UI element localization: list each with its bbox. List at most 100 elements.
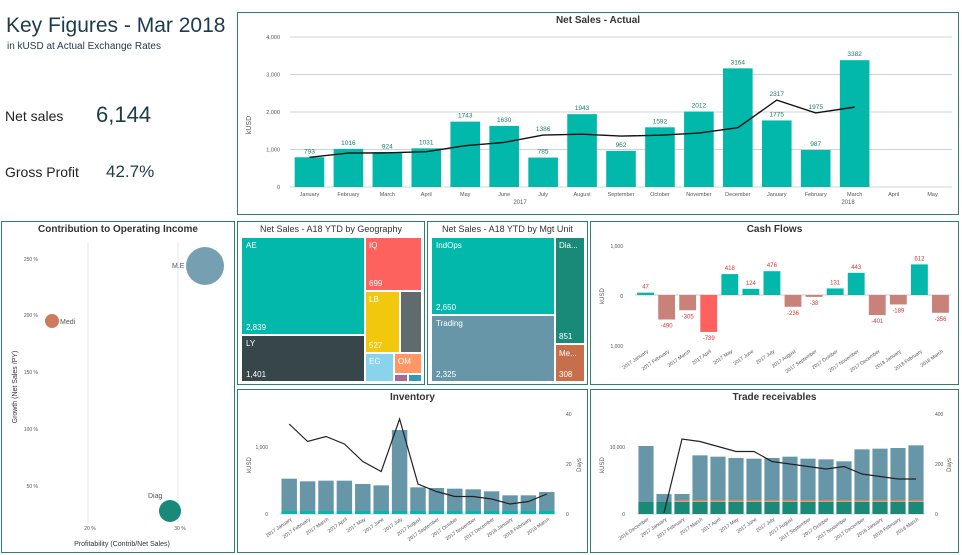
inv-bar-base[interactable]: [373, 511, 389, 514]
geo-eg[interactable]: EG: [365, 353, 394, 382]
tr-bar-segment[interactable]: [674, 500, 690, 503]
ns-bar[interactable]: [761, 120, 792, 187]
inv-bar-base[interactable]: [428, 511, 445, 514]
cf-bar[interactable]: [868, 295, 886, 316]
tr-bar-segment[interactable]: [692, 500, 708, 503]
cf-bar[interactable]: [742, 288, 760, 295]
tr-bar-segment[interactable]: [890, 500, 906, 503]
bubble-diag[interactable]: [159, 500, 181, 522]
inv-bar-base[interactable]: [355, 511, 371, 514]
inv-bar-base[interactable]: [281, 511, 297, 514]
inv-bar[interactable]: [336, 480, 353, 514]
tr-bar[interactable]: [854, 449, 870, 514]
cf-bar[interactable]: [721, 274, 739, 295]
cf-bar[interactable]: [763, 271, 781, 295]
tr-bar[interactable]: [692, 455, 708, 514]
tr-bar-segment[interactable]: [854, 500, 870, 503]
geo-small-2[interactable]: [408, 374, 422, 382]
bubble-me[interactable]: [186, 247, 224, 285]
ns-bar[interactable]: [800, 149, 831, 187]
inventory-tile[interactable]: Inventory kUSD Days 0 1,000 0 20 40 2017…: [237, 389, 588, 553]
cf-bar[interactable]: [847, 272, 865, 295]
inv-bar[interactable]: [502, 495, 518, 514]
tr-bar-segment[interactable]: [818, 500, 834, 503]
inv-bar[interactable]: [373, 485, 389, 514]
geo-iq[interactable]: IQ 699: [365, 237, 422, 291]
bubble-medi[interactable]: [45, 314, 59, 328]
cf-bar[interactable]: [784, 295, 802, 307]
geo-lb[interactable]: LB 527: [365, 291, 400, 353]
kpi-gross-profit-value[interactable]: 42.7%: [106, 162, 155, 181]
inv-bar[interactable]: [299, 481, 316, 514]
tr-bar-base[interactable]: [836, 502, 852, 514]
ns-bar[interactable]: [294, 157, 325, 187]
cf-bar[interactable]: [889, 295, 907, 305]
tr-bar-base[interactable]: [764, 502, 780, 514]
cf-bar[interactable]: [637, 292, 654, 295]
inv-bar[interactable]: [391, 430, 408, 514]
inv-bar-base[interactable]: [483, 511, 500, 514]
tr-bar-base[interactable]: [692, 502, 708, 514]
inv-bar-base[interactable]: [465, 511, 481, 514]
inv-bar-base[interactable]: [391, 511, 408, 514]
inv-bar-base[interactable]: [299, 511, 316, 514]
inv-bar-base[interactable]: [502, 511, 518, 514]
tr-bar[interactable]: [818, 459, 834, 514]
tr-bar[interactable]: [782, 456, 798, 514]
ns-bar[interactable]: [567, 114, 597, 187]
tr-bar-segment[interactable]: [872, 500, 888, 503]
ns-bar[interactable]: [645, 127, 675, 187]
tr-bar-segment[interactable]: [908, 500, 924, 503]
cf-bar[interactable]: [679, 295, 697, 311]
mgt-tile[interactable]: Net Sales - A18 YTD by Mgt Unit IndOps 2…: [427, 221, 588, 385]
ns-bar[interactable]: [606, 150, 636, 187]
tr-bar[interactable]: [638, 446, 654, 514]
inv-bar[interactable]: [281, 478, 297, 514]
inv-bar-base[interactable]: [520, 511, 537, 514]
tr-bar-segment[interactable]: [782, 500, 798, 503]
tr-bar-segment[interactable]: [728, 500, 744, 503]
tr-bar-base[interactable]: [818, 502, 834, 514]
inv-bar[interactable]: [539, 492, 555, 514]
inv-bar-base[interactable]: [447, 511, 463, 514]
inv-bar[interactable]: [465, 489, 481, 514]
cash-flows-tile[interactable]: Cash Flows kUSD 1,000 0 1,000 47 -490 -305…: [590, 221, 959, 385]
cf-bar[interactable]: [658, 295, 676, 320]
cf-bar[interactable]: [932, 295, 949, 313]
kpi-net-sales-value[interactable]: 6,144: [96, 102, 152, 127]
tr-bar-base[interactable]: [800, 502, 816, 514]
inv-bar-base[interactable]: [410, 511, 426, 514]
tr-bar[interactable]: [890, 448, 906, 514]
tr-bar-base[interactable]: [638, 502, 654, 514]
tr-bar[interactable]: [728, 458, 744, 514]
ns-bar[interactable]: [839, 60, 870, 187]
tr-bar-base[interactable]: [710, 502, 726, 514]
net-sales-actual-chart[interactable]: kUSD 0 1,000 2,000 3,000 4,000 793 1016 924 1031…: [238, 13, 958, 214]
inv-bar[interactable]: [410, 487, 426, 514]
cf-bar[interactable]: [700, 295, 718, 332]
inv-bar[interactable]: [447, 488, 463, 514]
geo-tile[interactable]: Net Sales - A18 YTD by Geography AE 2,83…: [237, 221, 425, 385]
inv-bar-base[interactable]: [336, 511, 353, 514]
inv-bar[interactable]: [428, 488, 445, 514]
tr-bar-segment[interactable]: [836, 500, 852, 503]
receivables-chart[interactable]: kUSD Days 0 10,000 0 200 400 2016 Decemb…: [591, 390, 958, 552]
tr-bar[interactable]: [746, 458, 762, 514]
cf-bar[interactable]: [910, 264, 928, 295]
ns-bar[interactable]: [372, 152, 403, 187]
geo-om[interactable]: OM: [394, 353, 422, 374]
geo-ae[interactable]: AE 2,839: [241, 237, 365, 335]
cf-bar[interactable]: [826, 288, 844, 295]
tr-bar[interactable]: [908, 445, 924, 514]
mgt-me[interactable]: Me... 308: [555, 344, 585, 382]
geo-ly[interactable]: LY 1,401: [241, 335, 365, 382]
contribution-chart[interactable]: 250 % 200 % 150 % 100 % 50 % 20 % 30 % P…: [2, 222, 234, 552]
tr-bar-base[interactable]: [746, 502, 762, 514]
ns-bar[interactable]: [489, 125, 519, 187]
tr-bar[interactable]: [764, 458, 780, 514]
tr-bar-segment[interactable]: [764, 500, 780, 503]
ns-bar[interactable]: [450, 121, 481, 187]
ns-bar[interactable]: [411, 148, 442, 187]
contribution-tile[interactable]: Contribution to Operating Income 250 % 2…: [1, 221, 235, 553]
receivables-tile[interactable]: Trade receivables kUSD Days 0 10,000 0 2…: [590, 389, 959, 553]
